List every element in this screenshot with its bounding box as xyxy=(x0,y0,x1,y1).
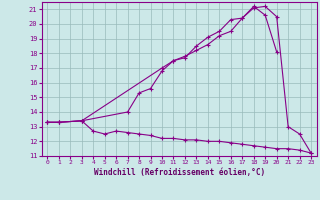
X-axis label: Windchill (Refroidissement éolien,°C): Windchill (Refroidissement éolien,°C) xyxy=(94,168,265,177)
